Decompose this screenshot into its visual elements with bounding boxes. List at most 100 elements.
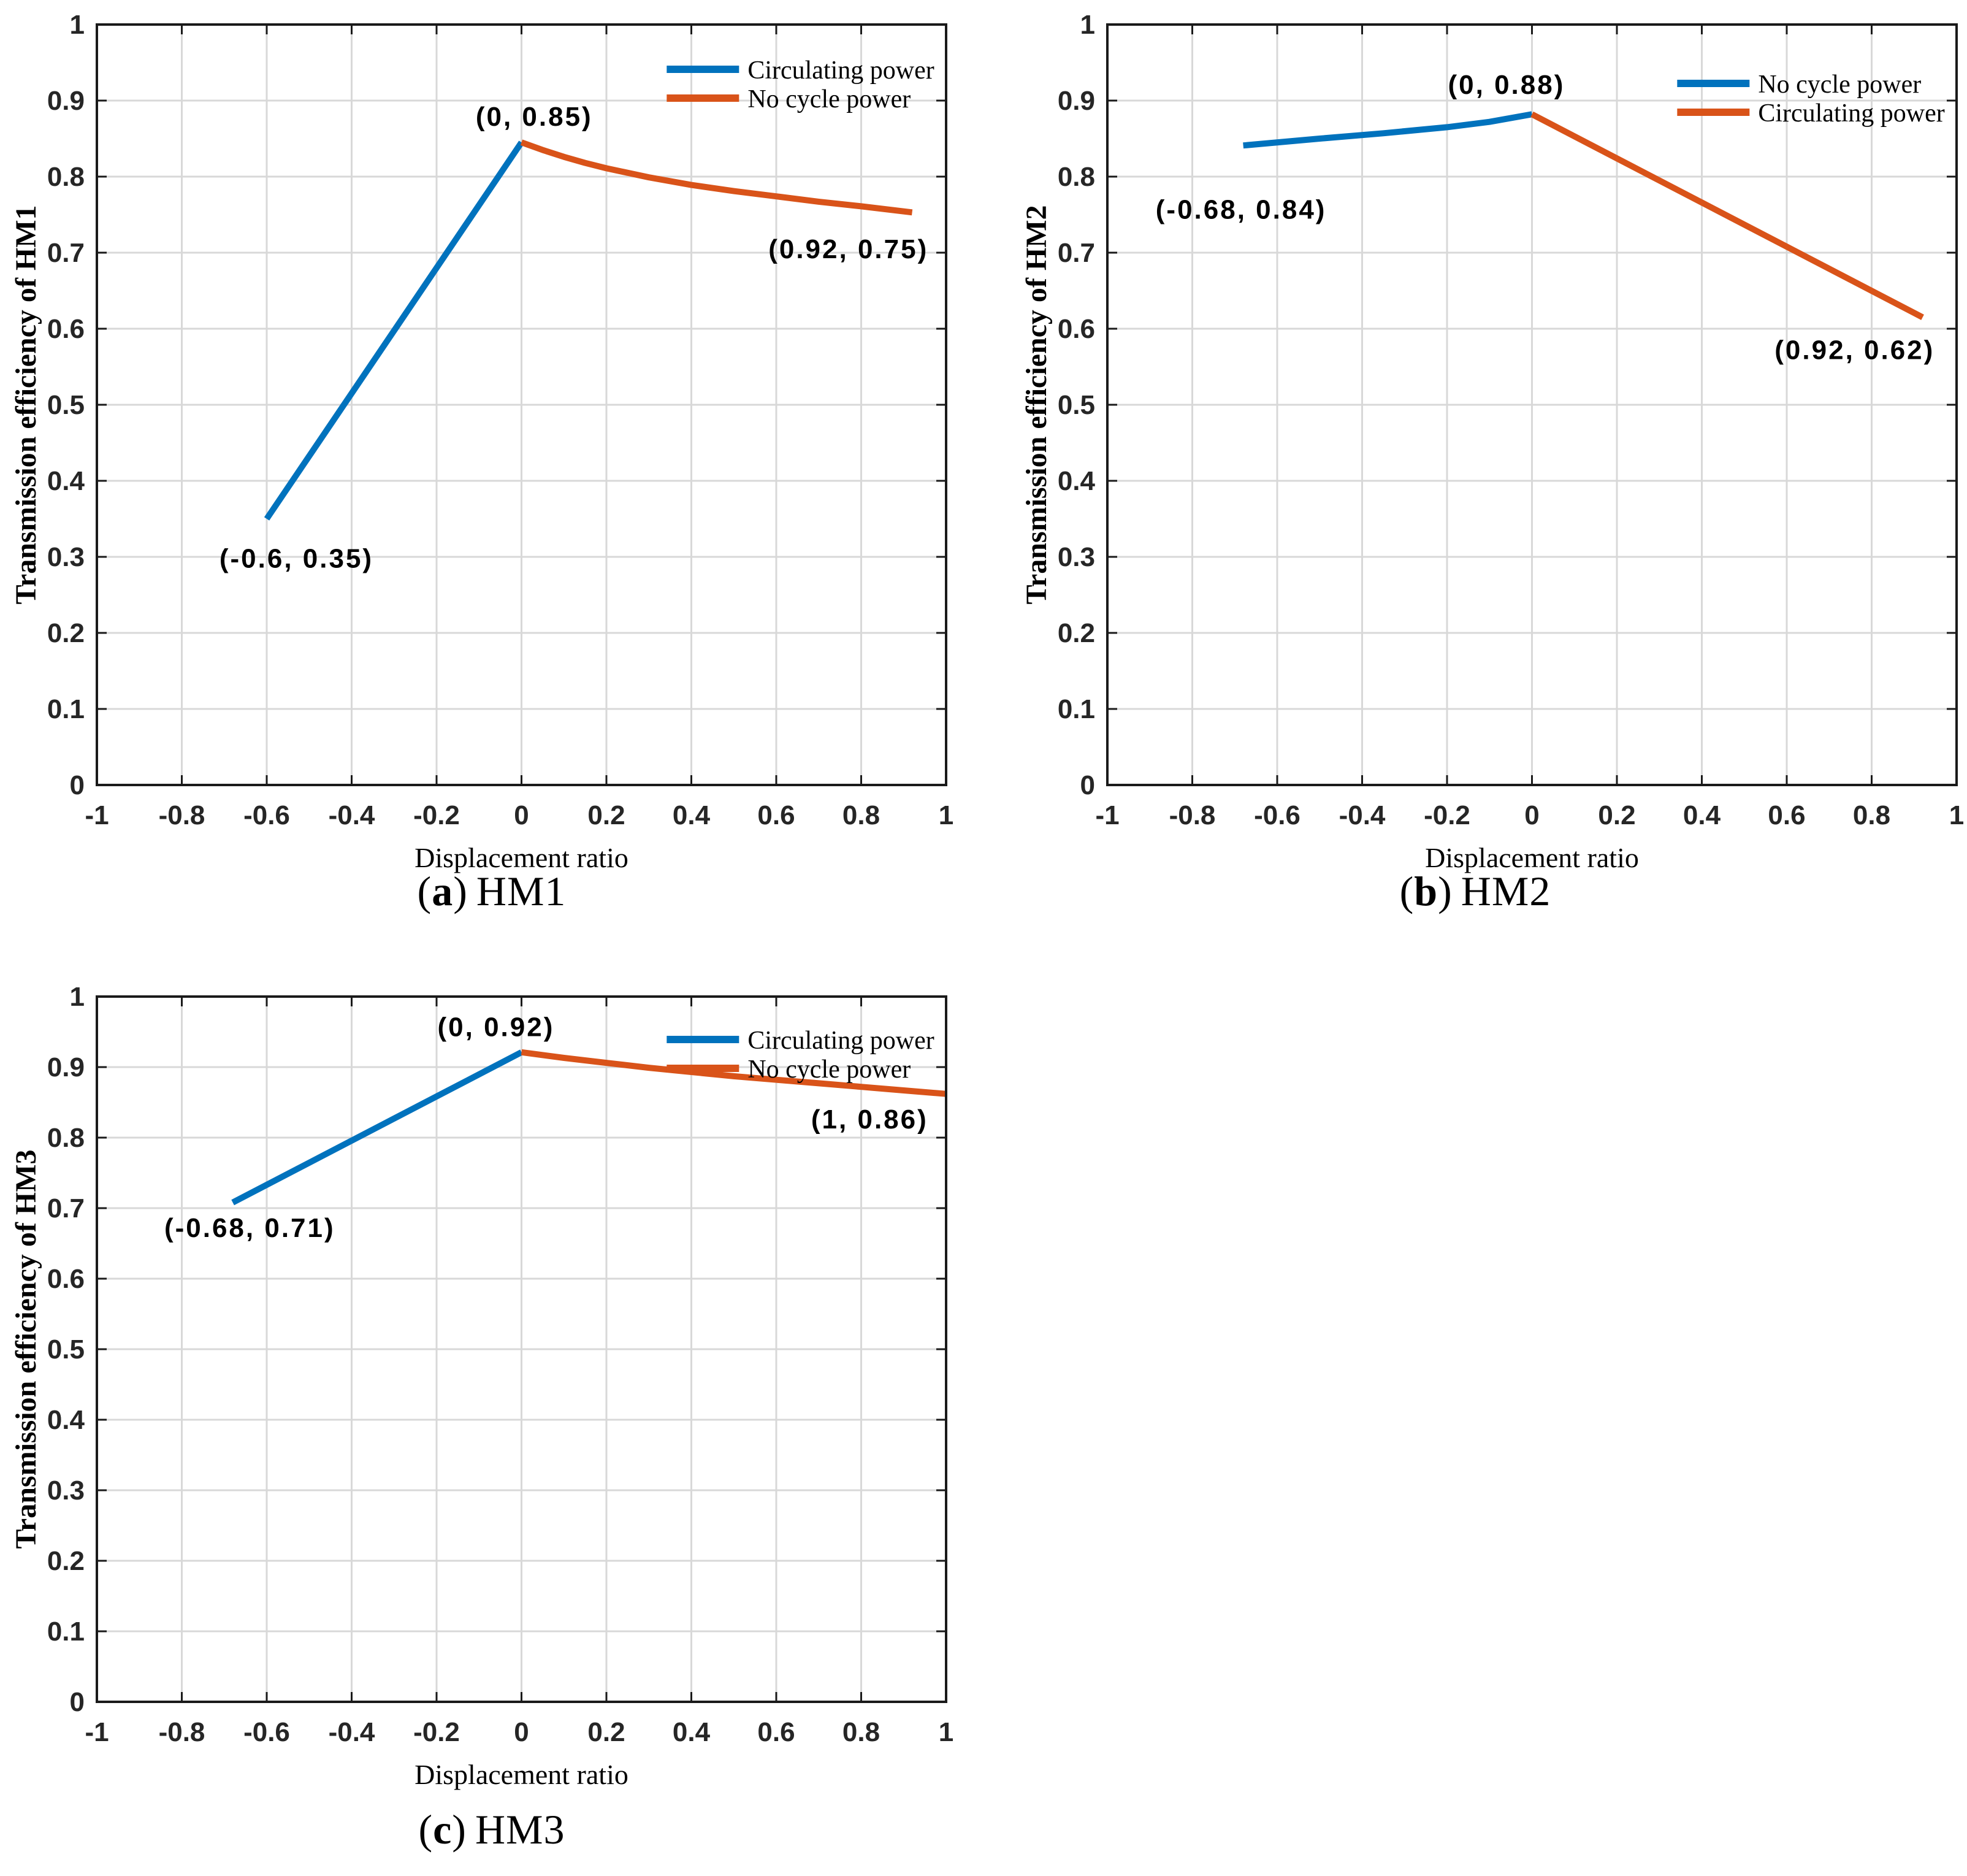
x-tick-label: 1 [939, 800, 953, 830]
y-tick-label: 0 [70, 1687, 85, 1717]
x-tick-label: 0 [514, 800, 529, 830]
caption-close-paren: ) [1438, 868, 1453, 914]
point-annotation: (1, 0.86) [811, 1105, 928, 1135]
x-axis-label: Displacement ratio [414, 842, 628, 873]
point-annotation: (0.92, 0.62) [1774, 335, 1935, 366]
caption-open-paren: ( [417, 868, 432, 914]
caption-hm2: (b) HM2 [984, 867, 1967, 916]
caption-open-paren: ( [418, 1806, 434, 1853]
y-tick-label: 0.5 [47, 1334, 85, 1365]
point-annotation: (0, 0.85) [476, 102, 593, 132]
y-tick-label: 0.6 [47, 1264, 85, 1294]
x-tick-label: 0.2 [1598, 800, 1635, 830]
legend-label: No cycle power [1758, 71, 1921, 99]
x-tick-label: 0.2 [587, 800, 625, 830]
caption-title: HM1 [476, 868, 567, 914]
caption-title: HM3 [475, 1806, 565, 1853]
y-tick-label: 0.4 [1058, 466, 1096, 496]
y-tick-label: 0 [1080, 770, 1095, 800]
y-tick-label: 0.2 [1058, 618, 1095, 648]
x-tick-label: 0.6 [757, 800, 795, 830]
y-tick-label: 0.1 [47, 694, 85, 724]
series-line-circulating-power [231, 1049, 523, 1206]
y-tick-label: 0.1 [47, 1617, 85, 1647]
x-tick-label: 0.6 [1768, 800, 1805, 830]
y-tick-label: 0.3 [47, 1476, 85, 1506]
point-annotation: (0, 0.88) [1448, 70, 1565, 100]
y-tick-label: 0.7 [47, 238, 85, 268]
x-tick-label: -0.2 [413, 1717, 460, 1747]
caption-letter: a [432, 868, 454, 914]
point-annotation: (-0.68, 0.84) [1156, 194, 1327, 224]
x-tick-label: -0.4 [1339, 800, 1386, 830]
x-tick-label: 0 [1524, 800, 1539, 830]
caption-hm1: (a) HM1 [0, 867, 984, 916]
x-tick-label: 1 [939, 1717, 953, 1747]
x-tick-label: -0.2 [1424, 800, 1470, 830]
y-tick-label: 0.2 [47, 1546, 85, 1576]
point-annotation: (0, 0.92) [438, 1012, 555, 1042]
y-tick-label: 0.8 [47, 1123, 85, 1153]
x-tick-label: 0.4 [1683, 800, 1721, 830]
x-tick-label: 0.6 [757, 1717, 795, 1747]
x-tick-label: -0.6 [243, 1717, 290, 1747]
series-line-no-cycle-power [520, 139, 913, 216]
y-tick-label: 1 [70, 982, 85, 1012]
x-tick-label: -1 [85, 800, 109, 830]
x-axis-label: Displacement ratio [414, 1759, 628, 1790]
x-tick-label: 1 [1949, 800, 1964, 830]
y-tick-label: 0 [70, 770, 85, 800]
caption-hm3: (c) HM3 [0, 1805, 984, 1854]
y-tick-label: 1 [1080, 10, 1095, 40]
y-tick-label: 0.7 [47, 1193, 85, 1223]
y-tick-label: 0.9 [1058, 86, 1095, 116]
x-tick-label: -0.2 [413, 800, 460, 830]
series-line-circulating-power [1530, 111, 1924, 320]
chart-svg: -1 -0.8 -0.6 -0.4 -0.2 0 0.2 0.4 0.6 0.8 1 0 0.1 0.2 0… [10, 10, 953, 873]
y-tick-label: 0.1 [1058, 694, 1095, 724]
series-line-no-cycle-power [1243, 111, 1533, 149]
y-axis-label: Transmission efficiency of HM1 [10, 205, 42, 604]
x-tick-label: -1 [85, 1717, 109, 1747]
subfigure-hm2: -1 -0.8 -0.6 -0.4 -0.2 0 0.2 0.4 0.6 0.8 1 0 0.1 0.2 0… [984, 0, 1967, 938]
caption-close-paren: ) [452, 1806, 467, 1853]
x-tick-label: -0.8 [159, 800, 205, 830]
x-tick-label: -0.4 [329, 800, 375, 830]
y-tick-label: 0.3 [1058, 542, 1095, 572]
y-tick-label: 0.3 [47, 542, 85, 572]
x-tick-label: -0.6 [1254, 800, 1301, 830]
point-annotation: (0.92, 0.75) [768, 234, 928, 264]
series-line-no-cycle-power [521, 1049, 947, 1097]
chart-svg: -1 -0.8 -0.6 -0.4 -0.2 0 0.2 0.4 0.6 0.8 1 0 0.1 0.2 0… [1020, 10, 1964, 873]
y-axis-label: Transmission efficiency of HM3 [10, 1149, 42, 1549]
x-tick-label: -0.8 [159, 1717, 205, 1747]
y-tick-label: 0.5 [1058, 390, 1095, 420]
x-tick-label: 0.4 [673, 800, 711, 830]
y-tick-label: 1 [70, 10, 85, 40]
subfigure-hm3: -1 -0.8 -0.6 -0.4 -0.2 0 0.2 0.4 0.6 0.8 1 0 0.1 0.2 0… [0, 938, 984, 1876]
y-tick-label: 0.8 [47, 162, 85, 192]
y-axis-label: Transmission efficiency of HM2 [1020, 205, 1053, 604]
x-tick-label: -0.6 [243, 800, 290, 830]
caption-letter: b [1414, 868, 1438, 914]
x-tick-label: 0.8 [842, 1717, 880, 1747]
y-tick-label: 0.7 [1058, 238, 1095, 268]
legend-label: Circulating power [747, 56, 934, 85]
y-tick-label: 0.6 [47, 314, 85, 344]
caption-title: HM2 [1461, 868, 1551, 914]
y-tick-label: 0.4 [47, 466, 85, 496]
legend-label: Circulating power [1758, 99, 1944, 128]
legend-label: No cycle power [747, 85, 911, 113]
series-line-circulating-power [264, 140, 524, 521]
x-tick-label: 0.2 [587, 1717, 625, 1747]
x-tick-label: 0.4 [673, 1717, 711, 1747]
y-tick-label: 0.5 [47, 390, 85, 420]
point-annotation: (-0.6, 0.35) [220, 543, 373, 573]
y-tick-label: 0.9 [47, 1052, 85, 1082]
legend-label: Circulating power [747, 1027, 934, 1055]
caption-letter: c [433, 1806, 453, 1853]
x-tick-label: -1 [1095, 800, 1119, 830]
